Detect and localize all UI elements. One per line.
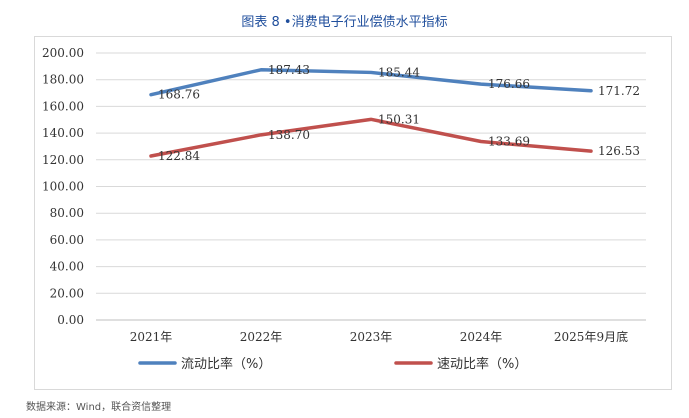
legend-label: 流动比率（%） [181,356,271,372]
data-label: 150.31 [378,112,420,126]
y-tick-label: 120.00 [42,153,84,167]
source-note: 数据来源：Wind，联合资信整理 [26,402,172,413]
y-tick-label: 80.00 [50,206,84,220]
y-tick-label: 160.00 [42,99,84,113]
x-axis-tick-labels: 2021年 2022年 2023年 2024年 2025年9月底 [130,329,628,344]
series-line-1 [149,68,593,97]
data-label: 126.53 [598,144,640,158]
y-tick-label: 0.00 [57,313,84,327]
y-tick-label: 200.00 [42,46,84,60]
gridlines [96,52,646,321]
series-line-2 [149,117,593,158]
legend-label: 速动比率（%） [437,356,527,372]
data-label: 176.66 [488,77,530,91]
data-label: 168.76 [158,88,200,102]
y-tick-label: 40.00 [50,260,84,274]
series-lines [149,68,593,158]
x-tick-label: 2025年9月底 [554,329,628,344]
data-label: 133.69 [488,135,530,149]
y-tick-label: 140.00 [42,126,84,140]
x-tick-label: 2021年 [130,330,173,344]
legend: 流动比率（%） 速动比率（%） [138,356,527,372]
data-label: 171.72 [598,84,640,98]
x-tick-label: 2024年 [460,330,503,344]
data-label: 138.70 [268,128,310,142]
x-tick-label: 2023年 [350,330,393,344]
data-label: 185.44 [378,65,420,79]
y-axis-tick-labels: 0.00 20.00 40.00 60.00 80.00 100.00 120.00 140.… [42,46,84,327]
chart-title: 图表 8 •消费电子行业偿债水平指标 [241,15,448,30]
y-tick-label: 180.00 [42,73,84,87]
data-labels: 168.76 187.43 185.44 176.66 171.72 122.84 138.… [158,63,640,163]
chart-frame [34,36,672,390]
y-tick-label: 100.00 [42,180,84,194]
data-label: 122.84 [158,149,200,163]
y-tick-label: 60.00 [50,233,84,247]
y-tick-label: 20.00 [50,286,84,300]
data-label: 187.43 [268,63,310,77]
x-tick-label: 2022年 [240,330,283,344]
